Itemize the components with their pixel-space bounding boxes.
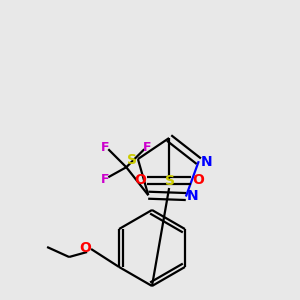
- Text: S: S: [127, 153, 137, 167]
- Text: N: N: [201, 155, 213, 169]
- Text: O: O: [134, 173, 146, 187]
- Text: F: F: [101, 173, 110, 186]
- Text: S: S: [165, 174, 175, 188]
- Text: F: F: [143, 141, 152, 154]
- Text: O: O: [192, 173, 204, 187]
- Text: N: N: [187, 188, 199, 203]
- Text: O: O: [79, 241, 91, 255]
- Text: F: F: [101, 141, 110, 154]
